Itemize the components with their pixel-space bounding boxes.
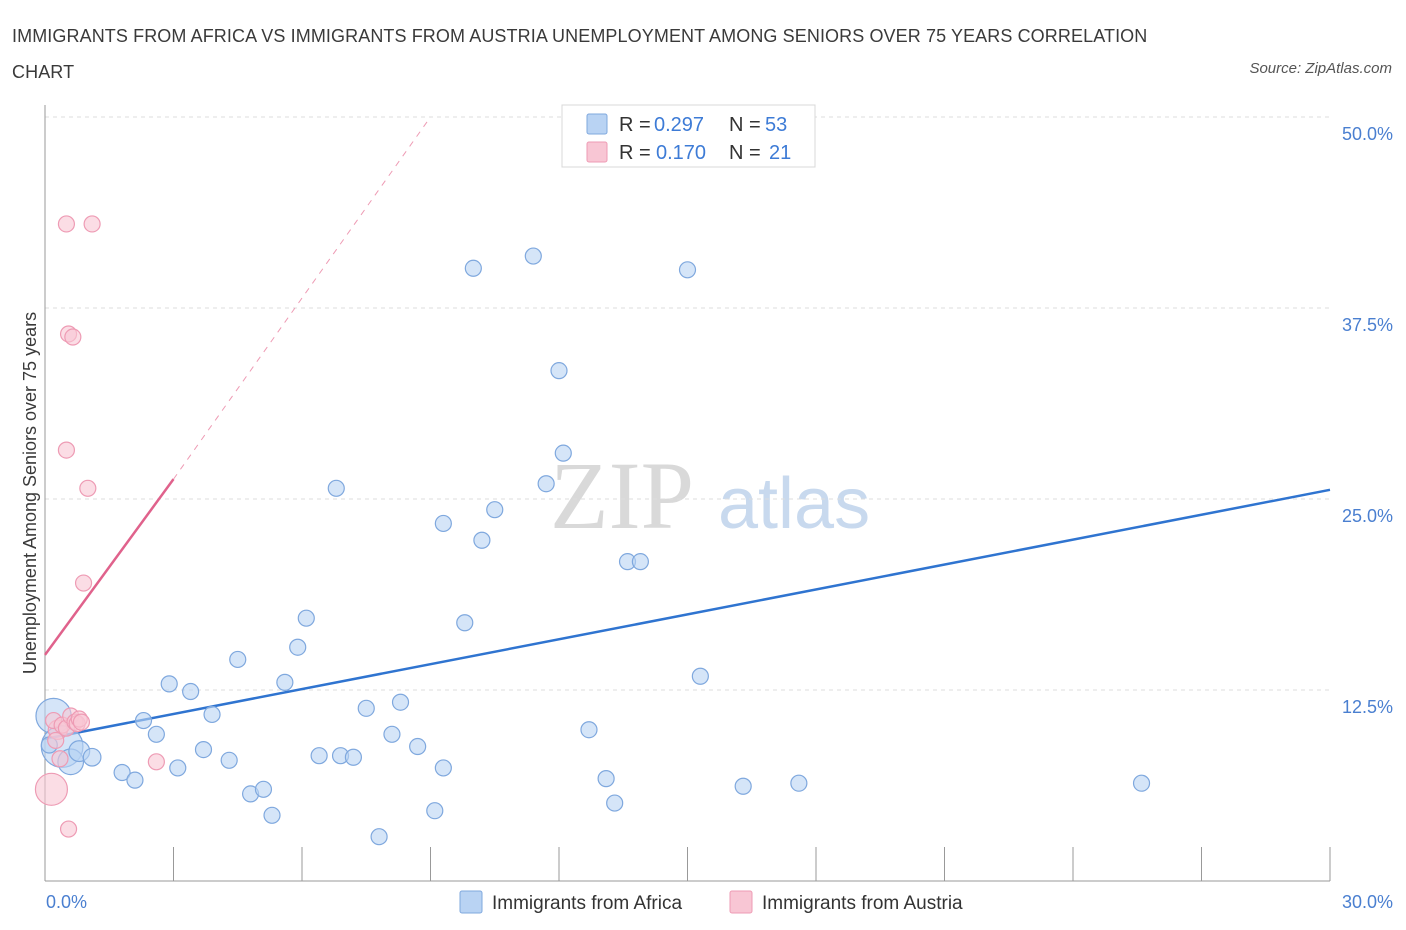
y-tick-label: 50.0% <box>1342 124 1393 144</box>
point-africa <box>297 609 315 627</box>
y-tick-label: 25.0% <box>1342 506 1393 526</box>
stats-legend: R = 0.297 N = 53 R = 0.170 N = 21 <box>561 104 816 168</box>
scatter-points <box>34 215 1151 846</box>
point-africa <box>734 777 752 795</box>
chart-source: Source: ZipAtlas.com <box>1249 60 1392 77</box>
point-austria <box>51 750 69 768</box>
trend-line-austria-extension <box>173 116 431 480</box>
point-africa <box>113 763 131 782</box>
point-austria <box>47 731 65 750</box>
trend-line-austria <box>43 478 175 656</box>
point-africa <box>606 794 624 812</box>
point-africa <box>434 514 452 533</box>
point-africa <box>276 673 294 691</box>
point-africa <box>391 693 410 711</box>
y-axis-label: Unemployment Among Seniors over 75 years <box>20 312 40 674</box>
point-africa <box>383 725 401 743</box>
point-africa <box>357 699 375 717</box>
stats-legend-swatch-africa <box>586 113 608 135</box>
point-africa <box>691 667 709 685</box>
point-africa <box>82 747 102 767</box>
stats-legend-n-label-austria: N = <box>729 142 761 164</box>
point-africa <box>289 638 307 656</box>
stats-legend-n-label-africa: N = <box>729 114 761 136</box>
point-africa <box>160 675 178 693</box>
point-africa <box>554 444 572 462</box>
stats-legend-n-value-austria: 21 <box>769 142 791 164</box>
stats-legend-r-value-africa: 0.297 <box>654 114 704 136</box>
gridlines <box>45 116 1330 691</box>
point-austria <box>59 820 78 838</box>
point-africa <box>464 259 482 277</box>
point-africa <box>456 614 474 632</box>
point-africa <box>147 725 165 743</box>
point-austria <box>64 328 82 346</box>
point-africa <box>327 479 345 497</box>
point-africa <box>263 806 281 824</box>
y-tick-label: 37.5% <box>1342 315 1393 335</box>
point-africa <box>370 828 388 846</box>
stats-legend-r-value-austria: 0.170 <box>656 142 706 164</box>
series-legend-label-austria: Immigrants from Austria <box>762 893 963 914</box>
point-africa <box>409 737 427 756</box>
point-austria <box>147 753 165 771</box>
point-africa <box>550 362 568 380</box>
point-africa <box>182 682 200 701</box>
series-legend-swatch-africa <box>459 890 483 914</box>
point-africa <box>524 247 542 265</box>
stats-legend-n-value-africa: 53 <box>765 114 787 136</box>
point-africa <box>790 774 808 792</box>
point-africa <box>134 711 153 730</box>
trend-line-africa <box>44 488 1331 741</box>
point-africa <box>194 740 213 759</box>
point-austria <box>57 215 76 233</box>
point-africa <box>169 759 187 777</box>
stats-legend-swatch-austria <box>586 141 608 163</box>
point-africa <box>434 759 452 777</box>
point-africa <box>486 501 504 519</box>
stats-legend-r-label-africa: R = <box>619 114 651 136</box>
point-africa <box>537 475 555 493</box>
point-africa <box>220 751 238 769</box>
point-austria <box>79 479 97 497</box>
watermark-atlas: atlas <box>718 464 870 544</box>
point-africa <box>126 771 144 789</box>
point-africa <box>631 553 649 571</box>
point-austria <box>34 772 69 806</box>
point-austria <box>72 713 91 731</box>
point-africa <box>473 531 491 549</box>
y-tick-label: 12.5% <box>1342 697 1393 717</box>
trend-lines <box>43 116 1331 741</box>
x-tick-label: 30.0% <box>1342 892 1393 912</box>
point-africa <box>426 802 444 820</box>
tick-labels: 12.5% 25.0% 37.5% 50.0% 0.0% 30.0% <box>46 124 1393 912</box>
watermark-zip: ZIP <box>550 442 694 549</box>
point-africa <box>203 705 221 724</box>
point-africa <box>678 261 697 279</box>
point-africa <box>597 770 615 788</box>
point-africa <box>580 721 598 739</box>
point-austria <box>83 215 101 233</box>
axes <box>44 105 1331 882</box>
point-africa <box>1132 774 1151 792</box>
point-africa <box>310 747 328 765</box>
point-africa <box>344 748 362 766</box>
point-austria <box>74 574 93 592</box>
point-africa <box>254 780 273 798</box>
series-legend-swatch-austria <box>729 890 753 914</box>
point-africa <box>229 650 247 669</box>
chart-title: IMMIGRANTS FROM AFRICA VS IMMIGRANTS FRO… <box>12 26 1148 82</box>
series-legend: Immigrants from Africa Immigrants from A… <box>459 890 963 914</box>
x-tick-label: 0.0% <box>46 892 87 912</box>
series-legend-label-africa: Immigrants from Africa <box>492 893 682 914</box>
stats-legend-r-label-austria: R = <box>619 142 651 164</box>
point-austria <box>57 441 76 459</box>
